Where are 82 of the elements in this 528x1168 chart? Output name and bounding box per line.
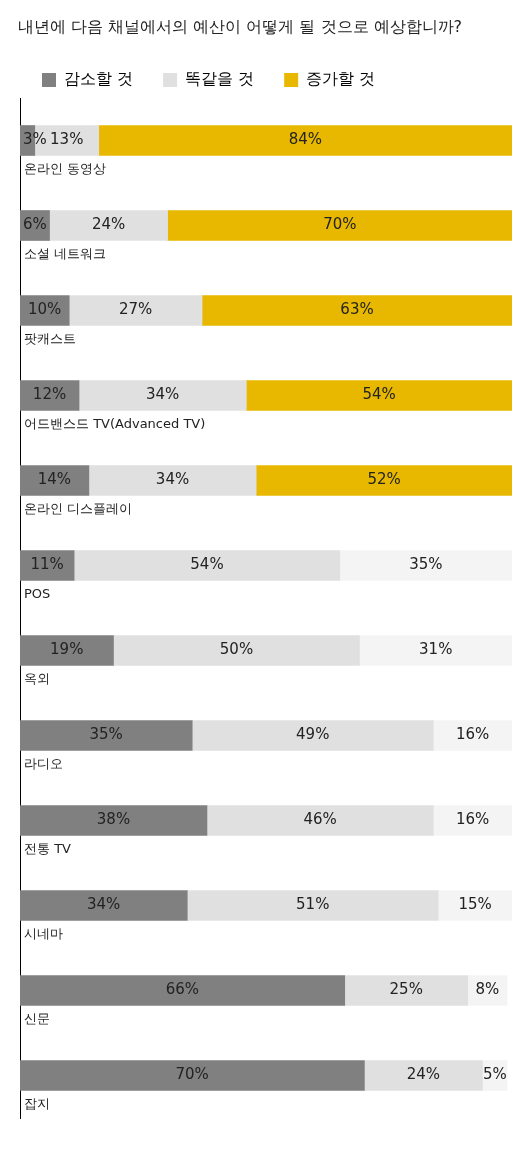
bar (339, 550, 512, 582)
data-label: 5% (482, 1065, 507, 1084)
data-label: 54% (362, 385, 396, 404)
bar (20, 720, 193, 752)
data-label: 12% (32, 385, 67, 404)
data-label: 46% (303, 810, 337, 829)
y-tick-label: POS (24, 586, 51, 602)
y-tick-label: 어드밴스드 TV(Advanced TV) (24, 416, 206, 432)
y-tick-label: 라디오 (24, 756, 63, 772)
bar (20, 975, 346, 1007)
data-label: 49% (296, 725, 330, 744)
data-label: 14% (37, 470, 72, 489)
bar (364, 1060, 483, 1092)
y-tick-label: 잡지 (24, 1096, 50, 1112)
data-label: 70% (175, 1065, 209, 1084)
bar (20, 380, 80, 412)
y-tick-label: 시네마 (24, 926, 63, 942)
data-label: 27% (118, 300, 153, 319)
bar (113, 635, 360, 667)
bar (20, 465, 90, 497)
data-label: 11% (30, 555, 64, 574)
bar (432, 805, 512, 837)
bar (167, 210, 512, 242)
data-label: 24% (406, 1065, 441, 1084)
data-label: 35% (409, 555, 443, 574)
y-tick-label: 온라인 디스플레이 (24, 501, 133, 517)
data-label: 3% (23, 130, 47, 149)
y-tick-label: 신문 (24, 1011, 50, 1027)
y-tick-label: 소셜 네트워크 (24, 246, 107, 262)
bar (206, 805, 434, 837)
legend-label: 똑같을 것 (185, 69, 255, 89)
bar (186, 890, 439, 922)
bar (255, 465, 512, 497)
bar (191, 720, 434, 752)
data-label: 34% (155, 470, 190, 489)
data-label: 16% (455, 810, 490, 829)
bar (245, 380, 512, 412)
data-label: 66% (165, 980, 200, 999)
bar (20, 805, 208, 837)
data-label: 19% (50, 640, 84, 659)
data-label: 8% (475, 980, 500, 999)
data-label: 63% (340, 300, 374, 319)
bar (344, 975, 469, 1007)
data-label: 25% (389, 980, 423, 999)
data-label: 52% (367, 470, 401, 489)
bar (359, 635, 512, 667)
data-label: 70% (323, 215, 357, 234)
chart-title: 내년에 다음 채널에서의 예산이 어떻게 될 것으로 예상합니까? (17, 16, 464, 38)
data-label: 34% (86, 895, 121, 914)
data-label: 16% (455, 725, 490, 744)
y-tick-label: 팟캐스트 (24, 331, 76, 347)
y-tick-label: 온라인 동영상 (24, 161, 107, 177)
data-label: 35% (89, 725, 123, 744)
legend-label: 감소할 것 (64, 69, 134, 89)
bar (20, 890, 188, 922)
data-label: 10% (27, 300, 62, 319)
legend-label: 증가할 것 (306, 69, 376, 89)
data-label: 15% (458, 895, 492, 914)
data-label: 24% (91, 215, 126, 234)
data-label: 84% (288, 130, 323, 149)
bar (98, 125, 512, 157)
bar (432, 720, 512, 752)
data-label: 13% (50, 130, 84, 149)
data-label: 50% (219, 640, 254, 659)
bar (201, 295, 512, 327)
data-label: 54% (190, 555, 224, 574)
y-tick-label: 전통 TV (24, 841, 72, 857)
y-tick-label: 옥외 (24, 671, 50, 687)
bar (437, 890, 512, 922)
bar (20, 550, 75, 582)
data-label: 34% (146, 385, 180, 404)
data-label: 31% (419, 640, 453, 659)
data-label: 51% (296, 895, 330, 914)
bar (49, 210, 168, 242)
bar (20, 1060, 365, 1092)
data-label: 38% (96, 810, 131, 829)
bar (88, 465, 257, 497)
bar (78, 380, 247, 412)
bar (20, 635, 114, 667)
bar (73, 550, 341, 582)
bar (68, 295, 203, 327)
data-label: 6% (23, 215, 47, 234)
